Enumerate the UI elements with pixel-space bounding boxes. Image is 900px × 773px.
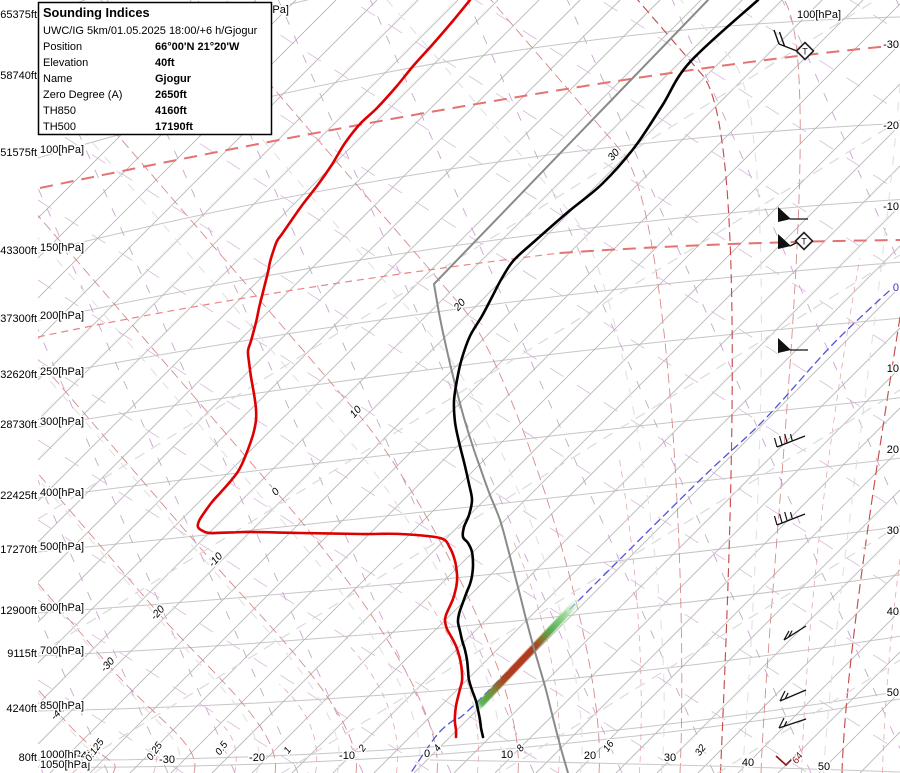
svg-text:100[hPa]: 100[hPa] bbox=[40, 144, 84, 156]
svg-text:65375ft: 65375ft bbox=[0, 9, 37, 21]
svg-text:17270ft: 17270ft bbox=[0, 544, 37, 556]
svg-text:30: 30 bbox=[887, 525, 899, 537]
svg-text:Zero Degree (A): Zero Degree (A) bbox=[43, 89, 122, 101]
svg-text:150[hPa]: 150[hPa] bbox=[40, 242, 84, 254]
svg-text:28730ft: 28730ft bbox=[0, 419, 37, 431]
svg-text:T: T bbox=[801, 237, 807, 247]
svg-text:100[hPa]: 100[hPa] bbox=[797, 9, 841, 21]
svg-text:30: 30 bbox=[664, 752, 676, 764]
svg-text:TH500: TH500 bbox=[43, 121, 76, 133]
svg-text:43300ft: 43300ft bbox=[0, 245, 37, 257]
svg-text:51575ft: 51575ft bbox=[0, 147, 37, 159]
svg-text:1050[hPa]: 1050[hPa] bbox=[40, 759, 90, 771]
svg-text:58740ft: 58740ft bbox=[0, 70, 37, 82]
svg-text:20: 20 bbox=[887, 444, 899, 456]
svg-text:50: 50 bbox=[887, 687, 899, 699]
svg-text:250[hPa]: 250[hPa] bbox=[40, 366, 84, 378]
svg-text:UWC/IG 5km/01.05.2025 18:00/+6: UWC/IG 5km/01.05.2025 18:00/+6 h/Gjogur bbox=[43, 25, 258, 37]
svg-text:9115ft: 9115ft bbox=[7, 648, 37, 660]
svg-text:17190ft: 17190ft bbox=[155, 121, 193, 133]
svg-text:600[hPa]: 600[hPa] bbox=[40, 602, 84, 614]
svg-text:4240ft: 4240ft bbox=[6, 703, 37, 715]
svg-text:-10: -10 bbox=[339, 750, 355, 762]
svg-text:50: 50 bbox=[818, 761, 830, 773]
svg-text:TH850: TH850 bbox=[43, 105, 76, 117]
svg-text:10: 10 bbox=[501, 749, 513, 761]
svg-text:40ft: 40ft bbox=[155, 57, 175, 69]
svg-text:Gjogur: Gjogur bbox=[155, 73, 192, 85]
svg-text:10: 10 bbox=[887, 363, 899, 375]
svg-text:200[hPa]: 200[hPa] bbox=[40, 310, 84, 322]
svg-text:850[hPa]: 850[hPa] bbox=[40, 700, 84, 712]
svg-text:22425ft: 22425ft bbox=[0, 490, 37, 502]
svg-text:Elevation: Elevation bbox=[43, 57, 88, 69]
svg-text:66°00'N 21°20'W: 66°00'N 21°20'W bbox=[155, 41, 240, 53]
svg-text:-30: -30 bbox=[883, 39, 899, 51]
svg-text:0: 0 bbox=[893, 282, 899, 294]
svg-text:20: 20 bbox=[584, 750, 596, 762]
svg-text:Sounding Indices: Sounding Indices bbox=[43, 5, 150, 20]
svg-text:Name: Name bbox=[43, 73, 72, 85]
svg-text:40: 40 bbox=[742, 757, 754, 769]
svg-text:2650ft: 2650ft bbox=[155, 89, 187, 101]
svg-text:37300ft: 37300ft bbox=[0, 313, 37, 325]
svg-text:-30: -30 bbox=[159, 754, 175, 766]
svg-text:12900ft: 12900ft bbox=[0, 605, 37, 617]
svg-text:0: 0 bbox=[424, 748, 430, 760]
svg-text:32620ft: 32620ft bbox=[0, 369, 37, 381]
svg-text:80ft: 80ft bbox=[19, 752, 37, 764]
svg-text:-20: -20 bbox=[249, 752, 265, 764]
svg-text:500[hPa]: 500[hPa] bbox=[40, 541, 84, 553]
svg-text:-10: -10 bbox=[883, 201, 899, 213]
svg-text:400[hPa]: 400[hPa] bbox=[40, 487, 84, 499]
svg-text:Position: Position bbox=[43, 41, 82, 53]
svg-text:1000[hPa]: 1000[hPa] bbox=[40, 749, 90, 761]
svg-text:-40: -40 bbox=[77, 750, 93, 762]
svg-text:4160ft: 4160ft bbox=[155, 105, 187, 117]
svg-text:40: 40 bbox=[887, 606, 899, 618]
svg-text:700[hPa]: 700[hPa] bbox=[40, 645, 84, 657]
svg-text:-20: -20 bbox=[883, 120, 899, 132]
svg-text:T: T bbox=[802, 47, 808, 57]
svg-text:300[hPa]: 300[hPa] bbox=[40, 416, 84, 428]
